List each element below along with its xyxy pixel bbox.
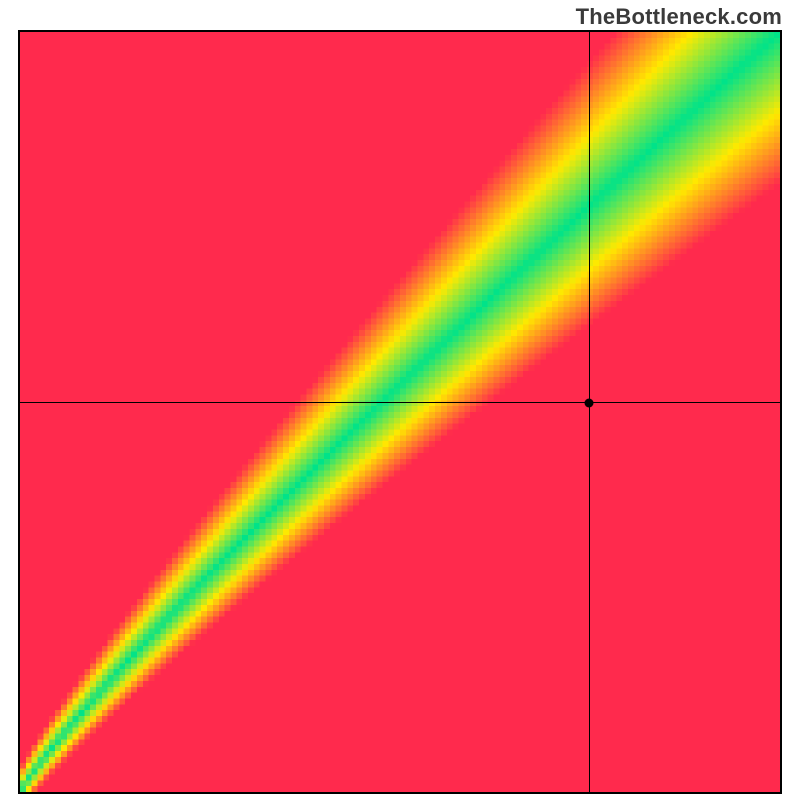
heatmap-plot <box>18 30 782 794</box>
crosshair-vertical <box>589 32 590 794</box>
crosshair-horizontal <box>20 402 782 403</box>
heatmap-canvas <box>20 32 780 792</box>
marker-dot <box>585 398 594 407</box>
watermark-text: TheBottleneck.com <box>576 4 782 30</box>
